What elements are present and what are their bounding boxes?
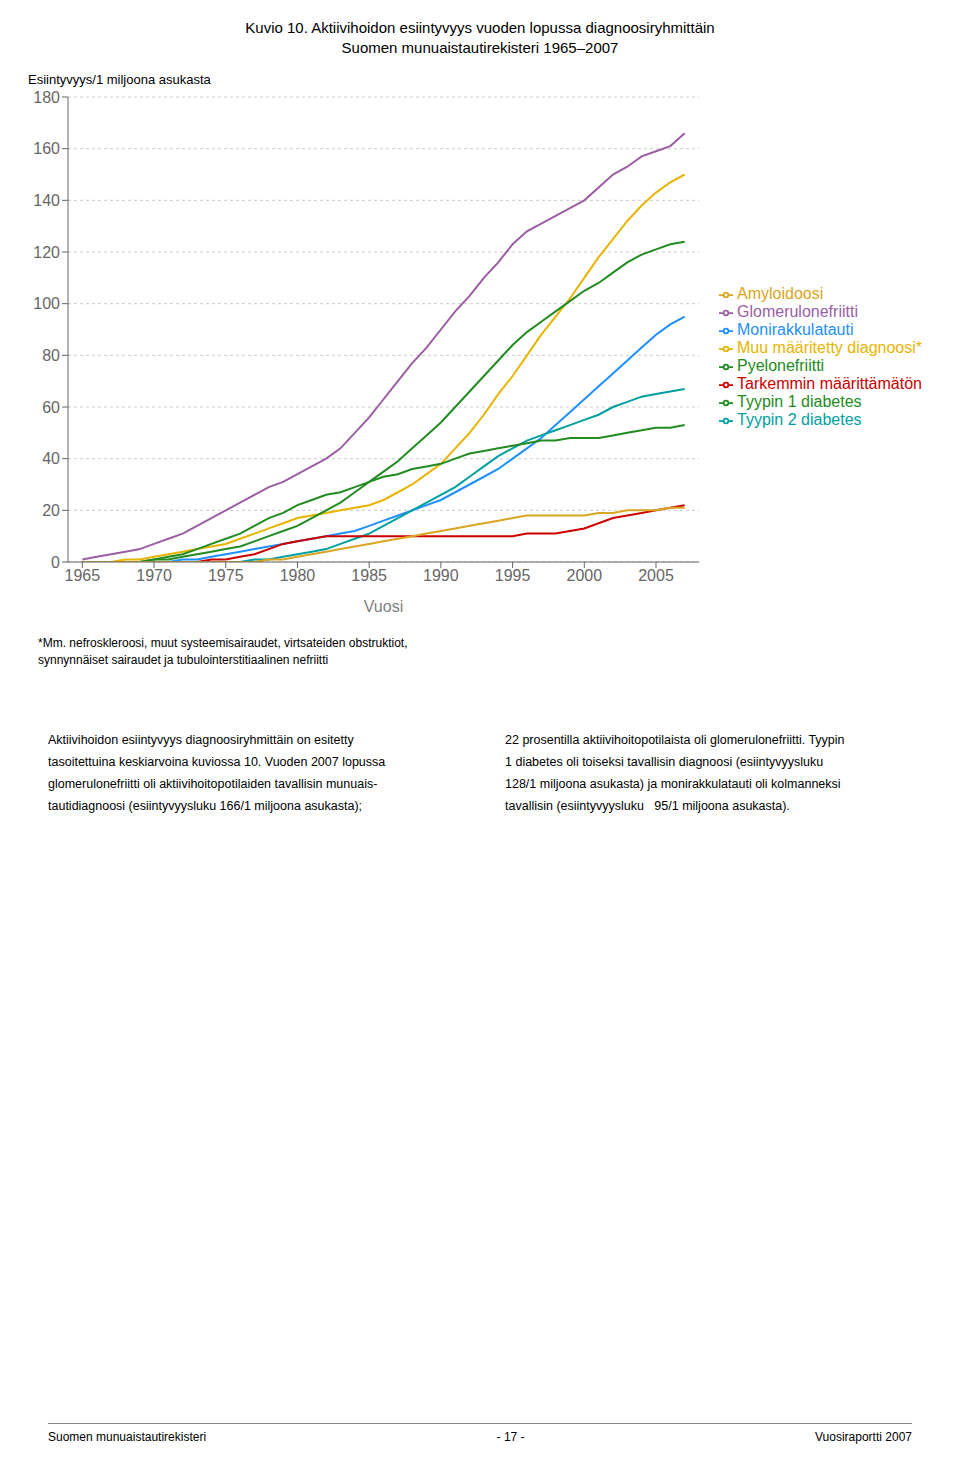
- html-text:Kuvio 10. Aktiivihoidon esiint: Kuvio 10. Aktiivihoidon esiintyvyys vuod…: [245, 19, 715, 36]
- svg-text:120: 120: [33, 244, 60, 261]
- svg-text:1990: 1990: [423, 567, 459, 584]
- svg-text:1985: 1985: [351, 567, 387, 584]
- svg-text:1965: 1965: [65, 567, 101, 584]
- html-text:Pyelonefriitti: Pyelonefriitti: [737, 357, 825, 374]
- svg-text:1975: 1975: [208, 567, 244, 584]
- svg-text:160: 160: [33, 140, 60, 157]
- html-text:Monirakkulatauti: Monirakkulatauti: [737, 321, 854, 338]
- html-text:Vuosiraportti 2007: Vuosiraportti 2007: [815, 1430, 912, 1444]
- html-text:tautidiagnoosi (esiintyvyysluk: tautidiagnoosi (esiintyvyysluku 166/1 mi…: [48, 799, 363, 813]
- svg-text:1970: 1970: [136, 567, 172, 584]
- html-text:glomerulonefriitti oli aktiivi: glomerulonefriitti oli aktiivihoitopotil…: [48, 777, 378, 791]
- svg-text:100: 100: [33, 295, 60, 312]
- svg-text:1980: 1980: [280, 567, 316, 584]
- html-text:Amyloidoosi: Amyloidoosi: [737, 285, 824, 302]
- svg-text:Vuosi: Vuosi: [364, 598, 403, 615]
- html-text:Tyypin 2 diabetes: Tyypin 2 diabetes: [737, 411, 862, 428]
- svg-text:0: 0: [51, 554, 60, 571]
- svg-text:40: 40: [42, 450, 60, 467]
- html-text:Muu määritetty diagnoosi*: Muu määritetty diagnoosi*: [737, 339, 922, 356]
- html-text:synnynnäiset sairaudet ja tubu: synnynnäiset sairaudet ja tubulointersti…: [38, 653, 329, 667]
- html-text:Suomen munuaistautirekisteri: Suomen munuaistautirekisteri: [48, 1430, 207, 1444]
- html-text:1 diabetes oli toiseksi tavall: 1 diabetes oli toiseksi tavallisin diagn…: [505, 755, 824, 769]
- html-text:128/1 miljoona asukasta) ja mo: 128/1 miljoona asukasta) ja monirakkulat…: [505, 777, 841, 791]
- svg-text:2000: 2000: [566, 567, 602, 584]
- html-text:Tyypin 1 diabetes: Tyypin 1 diabetes: [737, 393, 862, 410]
- html-text:Tarkemmin määrittämätön: Tarkemmin määrittämätön: [737, 375, 922, 392]
- svg-text:1995: 1995: [495, 567, 531, 584]
- html-text:- 17 -: - 17 -: [496, 1430, 525, 1444]
- svg-text:180: 180: [33, 89, 60, 106]
- html-text:Esiintyvyys/1 miljoona asukast: Esiintyvyys/1 miljoona asukasta: [28, 72, 211, 87]
- svg-text:60: 60: [42, 399, 60, 416]
- svg-text:2005: 2005: [638, 567, 674, 584]
- html-text:tasoitettuina keskiarvoina kuv: tasoitettuina keskiarvoina kuviossa 10. …: [48, 755, 386, 769]
- html-text:Suomen munuaistautirekisteri 1: Suomen munuaistautirekisteri 1965–2007: [341, 39, 619, 56]
- svg-text:140: 140: [33, 192, 60, 209]
- html-text:*Mm. nefroskleroosi, muut syst: *Mm. nefroskleroosi, muut systeemisairau…: [38, 636, 408, 650]
- html-text:tavallisin (esiintyvyysluku 95: tavallisin (esiintyvyysluku 95/1 miljoon…: [505, 799, 790, 813]
- html-text:Aktiivihoidon esiintyvyys diag: Aktiivihoidon esiintyvyys diagnoosiryhmi…: [48, 733, 354, 747]
- html-text:Glomerulonefriitti: Glomerulonefriitti: [737, 303, 858, 320]
- html-text:22 prosentilla aktiivihoitopot: 22 prosentilla aktiivihoitopotilaista ol…: [505, 733, 845, 747]
- svg-text:80: 80: [42, 347, 60, 364]
- svg-text:20: 20: [42, 502, 60, 519]
